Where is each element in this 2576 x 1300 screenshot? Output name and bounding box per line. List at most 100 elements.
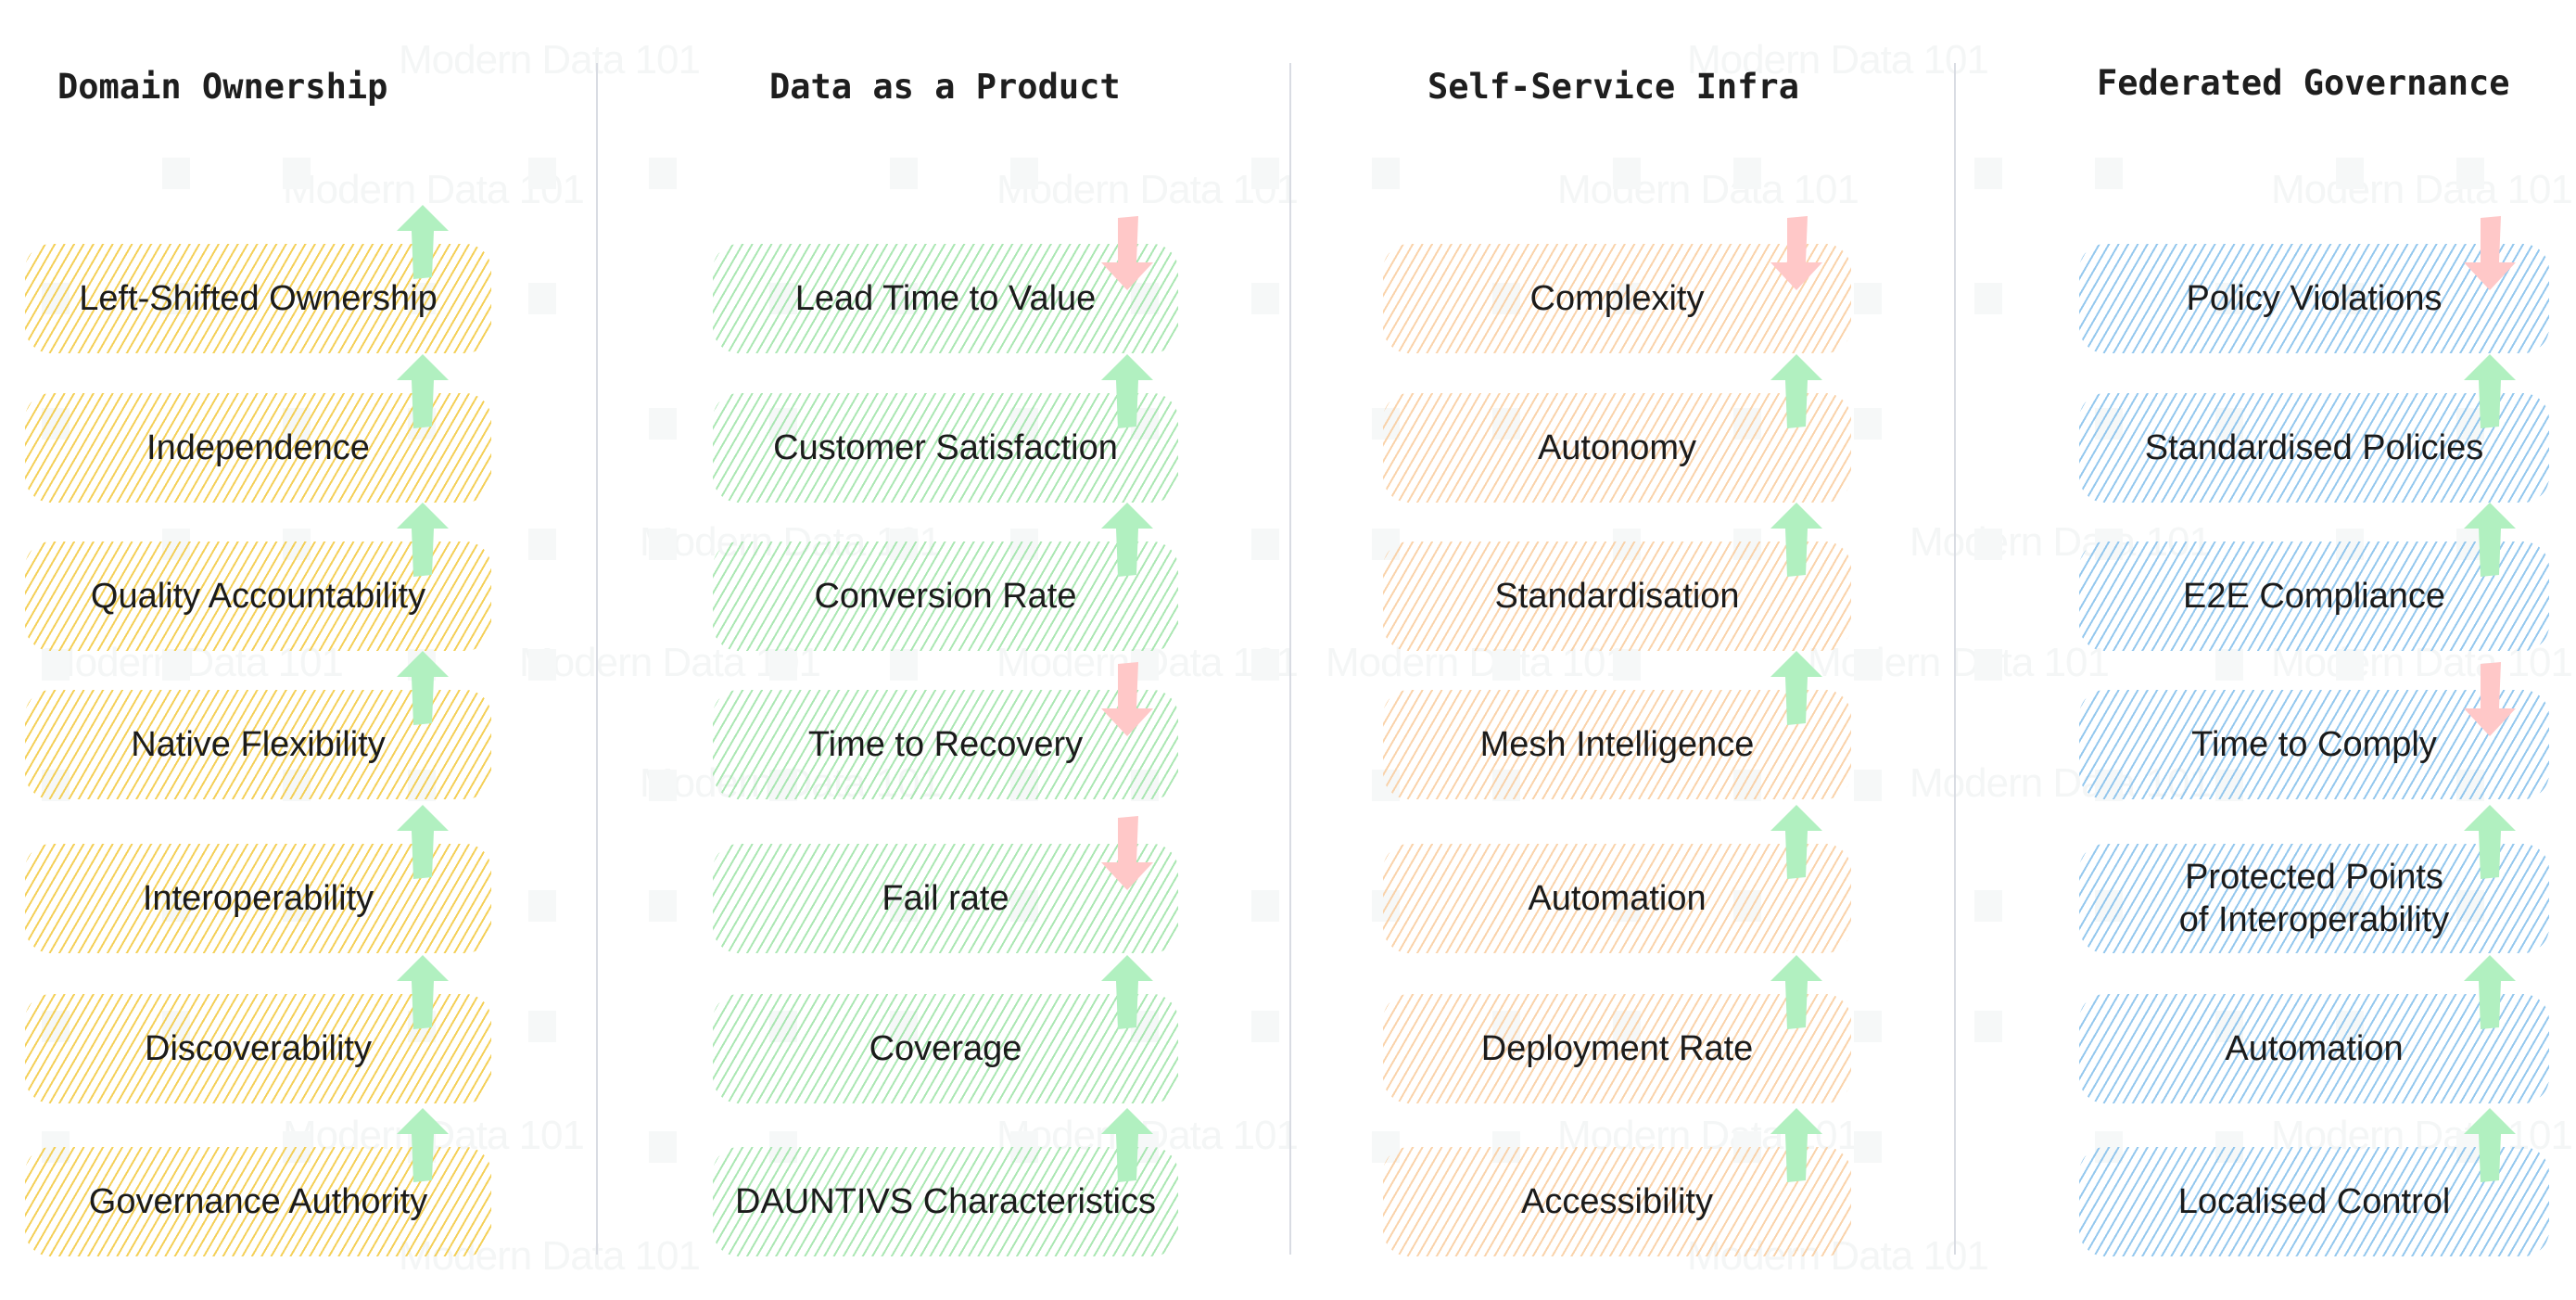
metric-box: Automation xyxy=(1383,844,1851,953)
watermark-square xyxy=(1251,529,1279,560)
metric-box: Complexity xyxy=(1383,244,1851,353)
metric-box: Coverage xyxy=(713,994,1178,1103)
watermark-square xyxy=(1492,649,1520,681)
metric-label: Standardised Policies xyxy=(2144,428,2484,467)
metric-box: Accessibility xyxy=(1383,1147,1851,1256)
metric-label: Coverage xyxy=(869,1029,1022,1068)
metric-label: Localised Control xyxy=(2177,1182,2451,1221)
metric-label: Interoperability xyxy=(142,879,374,918)
watermark-square xyxy=(528,1011,556,1042)
metric-box: Localised Control xyxy=(2079,1147,2549,1256)
metric-label: Independence xyxy=(146,428,370,467)
metric-box: Standardisation xyxy=(1383,542,1851,651)
watermark-square xyxy=(2456,158,2484,189)
metric-label: Discoverability xyxy=(145,1029,372,1068)
metric-box: Left-Shifted Ownership xyxy=(25,244,491,353)
metric-label: Mesh Intelligence xyxy=(1479,725,1755,764)
watermark-square xyxy=(528,649,556,681)
watermark-square xyxy=(2215,649,2243,681)
arrow-down-icon xyxy=(1099,662,1155,736)
watermark-square xyxy=(1854,283,1882,314)
watermark-square xyxy=(649,770,677,801)
metric-label: Complexity xyxy=(1529,279,1705,318)
metric-box: DAUNTIVS Characteristics xyxy=(713,1147,1178,1256)
watermark-square xyxy=(162,649,190,681)
watermark-square xyxy=(528,529,556,560)
arrow-up-icon xyxy=(1769,354,1824,428)
watermark-square xyxy=(2336,649,2364,681)
metric-label: Left-Shifted Ownership xyxy=(79,279,438,318)
arrow-down-icon xyxy=(1099,816,1155,890)
arrow-up-icon xyxy=(395,1108,450,1182)
metric-label: Fail rate xyxy=(882,879,1009,918)
watermark-square xyxy=(2095,158,2123,189)
arrow-up-icon xyxy=(2462,805,2518,879)
metric-label: Conversion Rate xyxy=(814,577,1077,616)
metric-box: Fail rate xyxy=(713,844,1178,953)
arrow-up-icon xyxy=(395,805,450,879)
watermark-square xyxy=(528,283,556,314)
watermark-text: Modern Data 101 xyxy=(2271,167,2573,212)
watermark-square xyxy=(1372,158,1400,189)
watermark-square xyxy=(2336,158,2364,189)
arrow-up-icon xyxy=(1769,805,1824,879)
metric-label: Deployment Rate xyxy=(1480,1029,1754,1068)
metric-box: Mesh Intelligence xyxy=(1383,690,1851,799)
watermark-square xyxy=(890,158,918,189)
arrow-up-icon xyxy=(1099,354,1155,428)
watermark-square xyxy=(1251,158,1279,189)
arrow-up-icon xyxy=(1769,955,1824,1029)
metric-label: Native Flexibility xyxy=(131,725,386,764)
metric-label: Accessibility xyxy=(1521,1182,1713,1221)
metric-label: Quality Accountability xyxy=(90,577,426,616)
metric-label: Time to Recovery xyxy=(807,725,1084,764)
watermark-square xyxy=(1854,770,1882,801)
watermark-square xyxy=(649,890,677,922)
watermark-text: Modern Data 101 xyxy=(399,37,701,83)
arrow-down-icon xyxy=(2462,662,2518,736)
watermark-square xyxy=(1251,649,1279,681)
watermark-square xyxy=(1854,1131,1882,1163)
watermark-square xyxy=(283,158,311,189)
metric-box: Quality Accountability xyxy=(25,542,491,651)
watermark-square xyxy=(1974,1011,2002,1042)
arrow-up-icon xyxy=(2462,1108,2518,1182)
watermark-square xyxy=(1974,890,2002,922)
metric-label: Automation xyxy=(2225,1029,2404,1068)
watermark-square xyxy=(1974,529,2002,560)
watermark-square xyxy=(890,649,918,681)
watermark-square xyxy=(1974,158,2002,189)
metric-box: Customer Satisfaction xyxy=(713,393,1178,503)
watermark-square xyxy=(1733,158,1761,189)
arrow-up-icon xyxy=(395,503,450,577)
watermark-square xyxy=(649,408,677,440)
watermark-square xyxy=(42,649,70,681)
metric-label: Governance Authority xyxy=(88,1182,428,1221)
watermark-square xyxy=(1613,158,1641,189)
column-divider xyxy=(1954,63,1956,1255)
watermark-square xyxy=(769,649,797,681)
arrow-down-icon xyxy=(1099,216,1155,290)
metric-box: Conversion Rate xyxy=(713,542,1178,651)
arrow-up-icon xyxy=(1099,955,1155,1029)
arrow-up-icon xyxy=(395,651,450,725)
arrow-up-icon xyxy=(1099,1108,1155,1182)
watermark-square xyxy=(1251,890,1279,922)
column-title-domain-ownership: Domain Ownership xyxy=(57,67,388,107)
metric-label: Standardisation xyxy=(1494,577,1740,616)
metric-label: Automation xyxy=(1528,879,1707,918)
metric-label: Lead Time to Value xyxy=(794,279,1097,318)
metric-box: Deployment Rate xyxy=(1383,994,1851,1103)
watermark-square xyxy=(1010,158,1038,189)
watermark-square xyxy=(1854,408,1882,440)
arrow-up-icon xyxy=(2462,955,2518,1029)
column-title-federated-governance: Federated Governance xyxy=(2097,63,2510,103)
arrow-up-icon xyxy=(1769,503,1824,577)
watermark-square xyxy=(649,529,677,560)
metric-label: Autonomy xyxy=(1537,428,1697,467)
column-divider xyxy=(596,63,598,1255)
watermark-square xyxy=(1613,649,1641,681)
metric-box: Standardised Policies xyxy=(2079,393,2549,503)
arrow-up-icon xyxy=(2462,503,2518,577)
metric-box: Time to Comply xyxy=(2079,690,2549,799)
